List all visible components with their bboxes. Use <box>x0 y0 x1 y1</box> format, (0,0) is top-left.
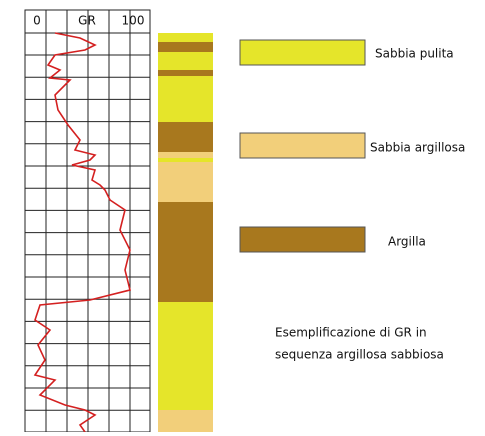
axis-label: 100 <box>122 14 145 28</box>
axis-label: GR <box>78 14 96 28</box>
legend-swatch <box>239 39 366 66</box>
legend-swatch <box>239 132 366 159</box>
legend-label: Argilla <box>388 235 426 249</box>
legend-swatch <box>239 226 366 253</box>
legend-label: Sabbia pulita <box>375 47 454 61</box>
legend-label: Sabbia argillosa <box>370 141 465 155</box>
gr-curve <box>33 32 131 433</box>
axis-label: 0 <box>33 14 41 28</box>
grid <box>24 9 151 433</box>
lithology-column <box>158 33 213 432</box>
caption: Esemplificazione di GR in <box>275 326 427 340</box>
caption: sequenza argillosa sabbiosa <box>275 348 444 362</box>
